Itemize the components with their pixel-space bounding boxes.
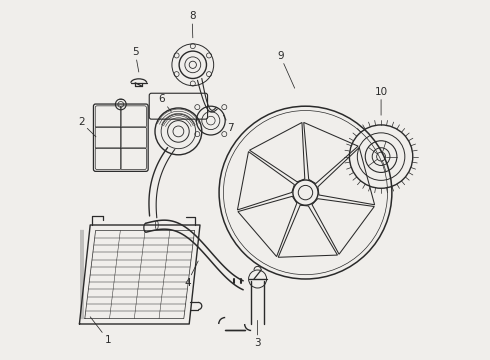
Text: 8: 8	[189, 11, 196, 38]
Text: 9: 9	[277, 51, 294, 88]
Text: 7: 7	[223, 115, 234, 133]
Text: 1: 1	[90, 317, 112, 345]
Text: 2: 2	[78, 117, 96, 137]
Text: 10: 10	[374, 87, 388, 115]
Text: 6: 6	[158, 94, 171, 112]
Text: 5: 5	[132, 47, 139, 72]
Text: 3: 3	[254, 320, 261, 348]
Text: 4: 4	[184, 261, 198, 288]
